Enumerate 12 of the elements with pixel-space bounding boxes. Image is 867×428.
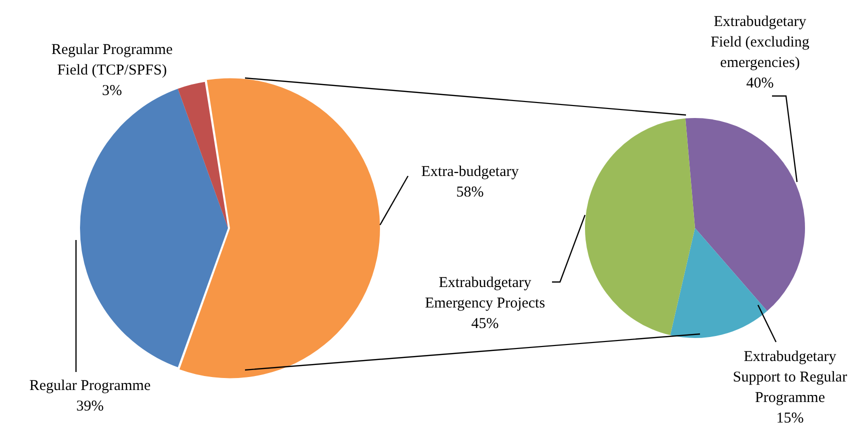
data-label: 58% (456, 184, 484, 200)
slice-label: Extra-budgetary (421, 164, 520, 180)
slice-label: Extrabudgetary Support to Regular Programme (732, 348, 848, 406)
data-label: 40% (746, 75, 774, 92)
data-label: 3% (102, 82, 122, 99)
slice-label: Extrabudgetary Field (excluding emergencies) (710, 14, 810, 71)
slice-label: Extrabudgetary Emergency Projects (424, 274, 546, 312)
slice-label: Regular Programme (29, 378, 151, 394)
slice-label: Regular Programme Field (TCP/SPFS) (51, 42, 173, 78)
data-label: 39% (76, 398, 104, 414)
data-label: 15% (776, 410, 804, 426)
data-label: 45% (471, 316, 499, 332)
